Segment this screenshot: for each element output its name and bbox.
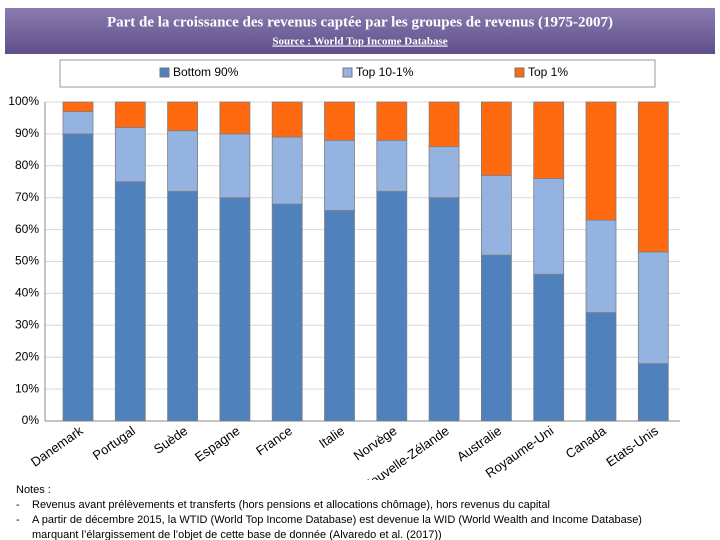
notes: Notes : Revenus avant prélèvements et tr… (16, 483, 666, 540)
bar-segment (480, 254, 512, 422)
x-tick-label: Espagne (192, 423, 243, 465)
bar-segment (219, 133, 251, 199)
y-tick-label: 10% (15, 381, 39, 395)
bar-segment (533, 101, 565, 179)
x-tick-label: Danemark (28, 423, 86, 470)
bar-segment (533, 178, 565, 275)
bar-segment (324, 210, 355, 422)
bar-segment (167, 190, 199, 422)
title-banner (5, 8, 715, 54)
bar-segment (167, 130, 199, 192)
bar-segment (585, 219, 617, 313)
bar-segment (480, 174, 512, 256)
bar-segment (219, 101, 251, 135)
bar-segment (62, 111, 94, 135)
bar-segment (219, 197, 251, 422)
bar-segment (585, 312, 617, 422)
legend-label: Top 10-1% (356, 65, 414, 79)
bar-segment (637, 251, 669, 364)
chart: Part de la croissance des revenus captée… (5, 8, 715, 494)
legend-swatch (159, 67, 170, 78)
y-tick-label: 70% (15, 190, 39, 204)
bar-segment (533, 273, 565, 422)
bar-segment (637, 363, 669, 422)
chart-title: Part de la croissance des revenus captée… (107, 14, 613, 30)
legend-swatch (342, 67, 353, 78)
y-tick-label: 60% (15, 222, 39, 236)
y-tick-label: 40% (15, 286, 39, 300)
x-tick-label: Norvège (351, 423, 400, 463)
y-tick-label: 0% (22, 413, 40, 427)
legend-swatch (514, 67, 525, 78)
bar-segment (324, 101, 355, 141)
y-tick-label: 50% (15, 254, 39, 268)
x-tick-label: France (253, 423, 295, 458)
bar-segment (271, 203, 303, 422)
bar-segment (114, 127, 146, 183)
x-tick-label: Etats-Unis (603, 423, 661, 470)
chart-subtitle: Source : World Top Income Database (272, 36, 447, 48)
y-tick-label: 90% (15, 126, 39, 140)
bar-segment (428, 101, 460, 148)
notes-title: Notes : (16, 484, 51, 496)
bar-segment (585, 101, 617, 221)
bar-segment (428, 197, 460, 422)
bar-segment (324, 139, 355, 211)
note-item: Revenus avant prélèvements et transferts… (16, 498, 666, 513)
bar-segment (376, 101, 408, 141)
bar-segment (376, 139, 408, 192)
bar-segment (62, 101, 94, 112)
x-tick-label: Portugal (90, 423, 138, 463)
note-item: A partir de décembre 2015, la WTID (Worl… (16, 513, 666, 540)
bar-segment (271, 136, 303, 205)
y-tick-label: 80% (15, 158, 39, 172)
x-tick-label: Italie (316, 423, 347, 451)
x-tick-label: Canada (563, 423, 610, 462)
bar-segment (167, 101, 199, 132)
bar-segment (114, 181, 146, 422)
bar-segment (480, 101, 512, 176)
y-tick-label: 100% (8, 94, 39, 108)
legend-label: Top 1% (528, 65, 568, 79)
bar-segment (637, 101, 669, 253)
y-tick-label: 20% (15, 349, 39, 363)
legend-box (59, 59, 656, 88)
bar-segment (376, 190, 408, 422)
legend-label: Bottom 90% (173, 65, 239, 79)
bar-segment (62, 133, 94, 422)
bar-segment (271, 101, 303, 138)
bar-segment (114, 101, 146, 128)
bar-segment (428, 146, 460, 199)
y-tick-label: 30% (15, 317, 39, 331)
x-tick-label: Suède (151, 423, 190, 457)
